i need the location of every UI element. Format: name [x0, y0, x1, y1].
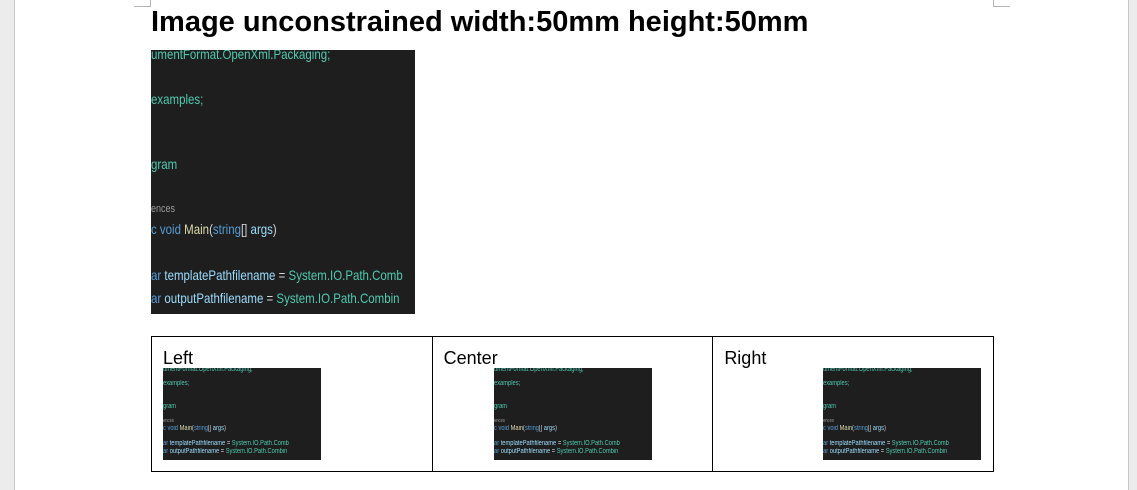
page-corner-marker [993, 0, 1010, 7]
table-cell-center[interactable]: Center umentFormat.OpenXml.Packaging; ex… [431, 336, 714, 472]
code-line: c void Main(string[] args) [823, 425, 887, 432]
code-line: ences [493, 418, 505, 424]
code-line: ar templatePathfilename = System.IO.Path… [163, 440, 289, 447]
code-line: c void Main(string[] args) [163, 425, 226, 432]
code-line: ences [823, 418, 835, 424]
code-line: examples; [163, 380, 190, 387]
code-line: ar outputPathfilename = System.IO.Path.C… [493, 448, 618, 455]
code-line: gram [823, 403, 837, 410]
code-line: ar outputPathfilename = System.IO.Path.C… [163, 448, 288, 455]
code-line: examples; [493, 380, 520, 387]
code-line: examples; [151, 91, 204, 107]
document-page: Image unconstrained width:50mm height:50… [14, 0, 1129, 490]
code-line: ences [151, 203, 176, 215]
code-line: ences [163, 418, 174, 424]
code-line: examples; [823, 380, 850, 387]
page-corner-marker [134, 0, 151, 7]
code-line: gram [151, 156, 178, 172]
code-screenshot-image[interactable]: umentFormat.OpenXml.Packaging; examples;… [151, 50, 415, 314]
code-line: ar outputPathfilename = System.IO.Path.C… [151, 290, 400, 306]
code-line: ar outputPathfilename = System.IO.Path.C… [823, 448, 948, 455]
code-screenshot-thumbnail[interactable]: umentFormat.OpenXml.Packaging; examples;… [823, 368, 982, 460]
alignment-table: Left umentFormat.OpenXml.Packaging; exam… [151, 336, 994, 472]
cell-label: Left [163, 348, 194, 368]
document-heading: Image unconstrained width:50mm height:50… [151, 6, 809, 38]
code-line: ar templatePathfilename = System.IO.Path… [823, 440, 950, 447]
table-cell-right[interactable]: Right umentFormat.OpenXml.Packaging; exa… [712, 336, 994, 472]
code-line: c void Main(string[] args) [151, 221, 277, 237]
code-screenshot-thumbnail[interactable]: umentFormat.OpenXml.Packaging; examples;… [163, 368, 321, 460]
code-line: umentFormat.OpenXml.Packaging; [823, 368, 913, 373]
cell-label: Right [724, 348, 767, 368]
code-line: ar templatePathfilename = System.IO.Path… [493, 440, 620, 447]
code-line: umentFormat.OpenXml.Packaging; [163, 368, 253, 373]
code-line: gram [493, 403, 507, 410]
code-line: gram [163, 403, 177, 410]
code-line: ar templatePathfilename = System.IO.Path… [151, 267, 403, 283]
table-cell-left[interactable]: Left umentFormat.OpenXml.Packaging; exam… [151, 336, 433, 472]
code-line: umentFormat.OpenXml.Packaging; [493, 368, 584, 373]
code-line: umentFormat.OpenXml.Packaging; [151, 50, 331, 62]
cell-label: Center [443, 348, 498, 368]
code-line: c void Main(string[] args) [493, 425, 557, 432]
code-screenshot-thumbnail[interactable]: umentFormat.OpenXml.Packaging; examples;… [493, 368, 652, 460]
